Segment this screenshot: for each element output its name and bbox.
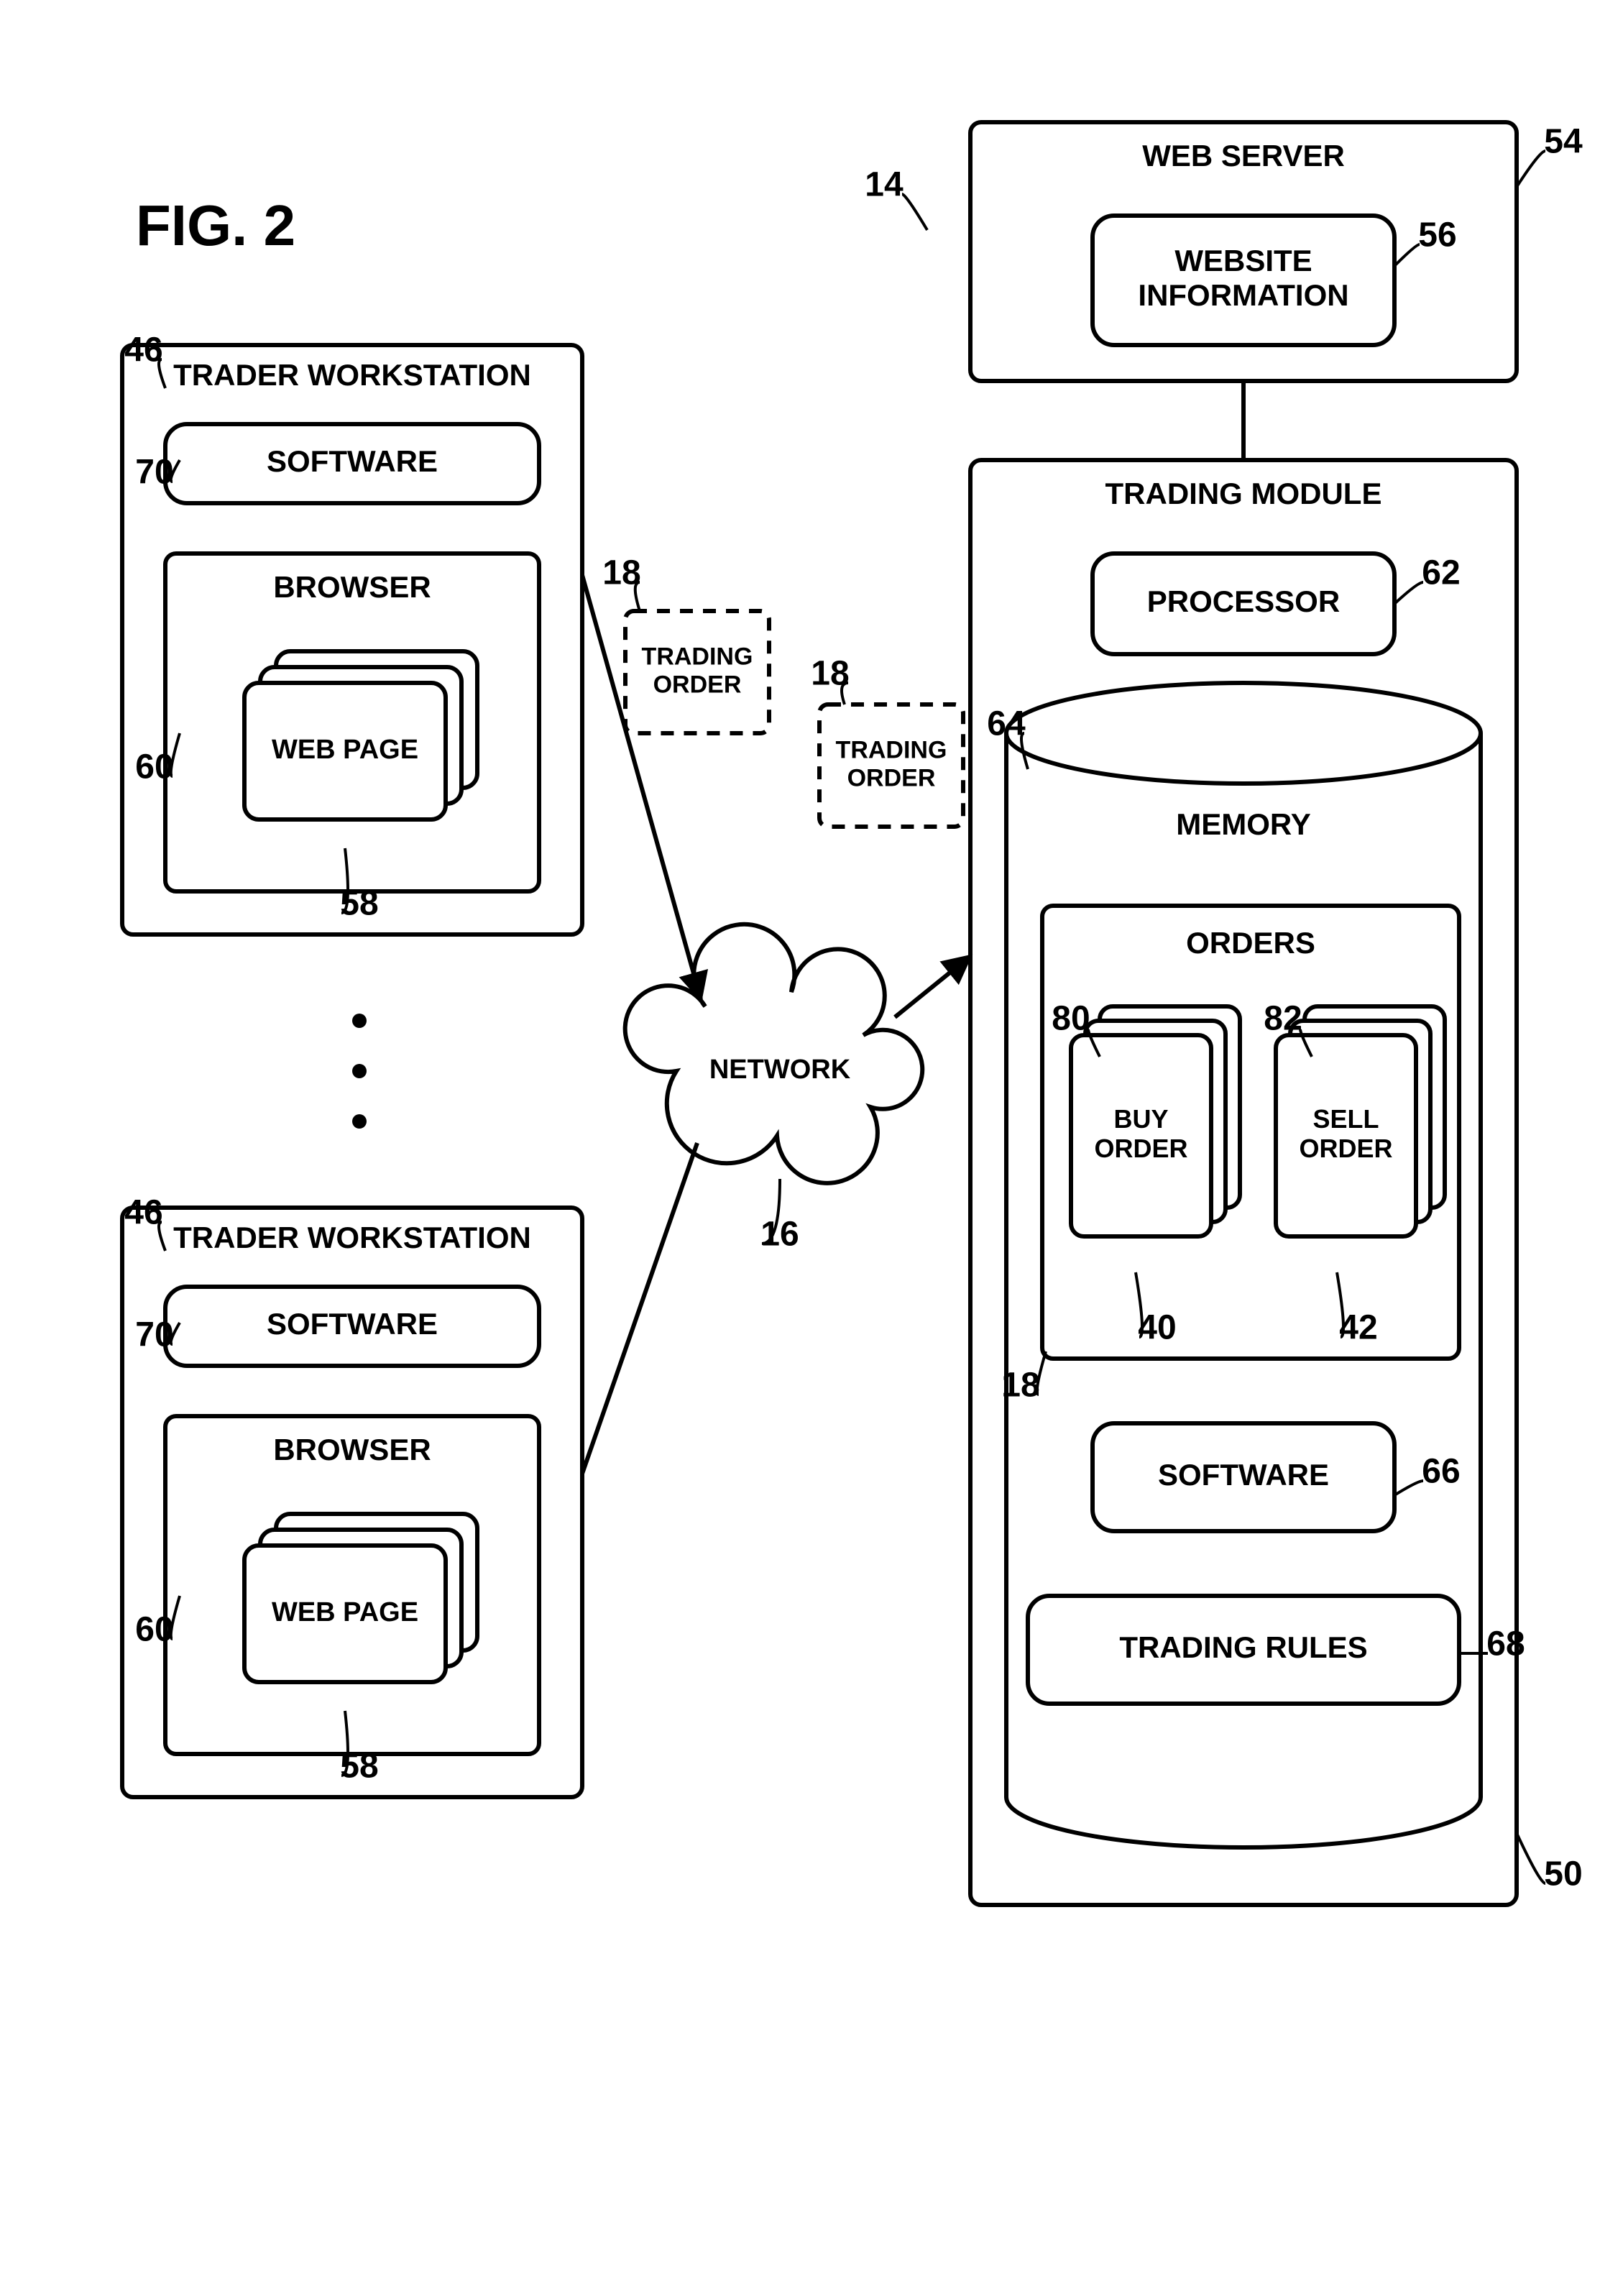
svg-text:64: 64 <box>987 705 1026 743</box>
svg-text:70: 70 <box>135 1316 173 1354</box>
svg-text:18: 18 <box>1001 1367 1039 1405</box>
svg-text:66: 66 <box>1422 1453 1460 1491</box>
svg-text:NETWORK: NETWORK <box>709 1055 851 1085</box>
svg-text:WEB PAGE: WEB PAGE <box>272 735 418 765</box>
svg-text:BROWSER: BROWSER <box>273 1433 431 1466</box>
svg-text:ORDER: ORDER <box>653 671 742 699</box>
svg-text:ORDER: ORDER <box>1094 1134 1187 1163</box>
svg-text:WEB PAGE: WEB PAGE <box>272 1597 418 1627</box>
svg-text:40: 40 <box>1138 1309 1176 1347</box>
svg-text:TRADING: TRADING <box>836 736 947 763</box>
svg-text:16: 16 <box>760 1216 799 1254</box>
svg-text:SELL: SELL <box>1312 1104 1379 1134</box>
svg-text:ORDER: ORDER <box>1299 1134 1392 1163</box>
svg-text:46: 46 <box>124 331 162 369</box>
svg-text:14: 14 <box>865 166 904 204</box>
svg-text:82: 82 <box>1264 1000 1302 1038</box>
svg-text:BUY: BUY <box>1113 1104 1168 1134</box>
svg-text:INFORMATION: INFORMATION <box>1138 278 1348 312</box>
svg-text:ORDER: ORDER <box>847 765 936 792</box>
svg-text:ORDERS: ORDERS <box>1186 926 1315 960</box>
svg-text:TRADING RULES: TRADING RULES <box>1119 1630 1367 1664</box>
svg-text:50: 50 <box>1544 1855 1582 1893</box>
svg-text:TRADING MODULE: TRADING MODULE <box>1105 477 1382 510</box>
svg-text:WEB SERVER: WEB SERVER <box>1142 139 1345 173</box>
svg-text:MEMORY: MEMORY <box>1176 807 1310 841</box>
svg-text:TRADING: TRADING <box>642 643 753 670</box>
svg-text:62: 62 <box>1422 554 1460 592</box>
svg-text:54: 54 <box>1544 123 1583 161</box>
svg-text:TRADER WORKSTATION: TRADER WORKSTATION <box>173 1221 531 1254</box>
diagram-svg: FIG. 2 TRADER WORKSTATION TRADER WORKSTATI… <box>0 0 1623 2296</box>
svg-text:SOFTWARE: SOFTWARE <box>267 444 438 478</box>
svg-text:FIG. 2: FIG. 2 <box>136 193 295 257</box>
svg-text:70: 70 <box>135 454 173 492</box>
svg-text:TRADER WORKSTATION: TRADER WORKSTATION <box>173 358 531 392</box>
svg-text:WEBSITE: WEBSITE <box>1174 244 1312 277</box>
svg-text:42: 42 <box>1339 1309 1377 1347</box>
svg-text:60: 60 <box>135 1611 173 1649</box>
svg-text:56: 56 <box>1418 216 1456 254</box>
svg-text:46: 46 <box>124 1194 162 1232</box>
svg-text:SOFTWARE: SOFTWARE <box>267 1307 438 1341</box>
svg-text:60: 60 <box>135 748 173 786</box>
svg-text:SOFTWARE: SOFTWARE <box>1158 1458 1329 1492</box>
svg-text:68: 68 <box>1486 1625 1525 1663</box>
svg-text:80: 80 <box>1052 1000 1090 1038</box>
svg-text:PROCESSOR: PROCESSOR <box>1147 584 1340 618</box>
svg-text:BROWSER: BROWSER <box>273 570 431 604</box>
